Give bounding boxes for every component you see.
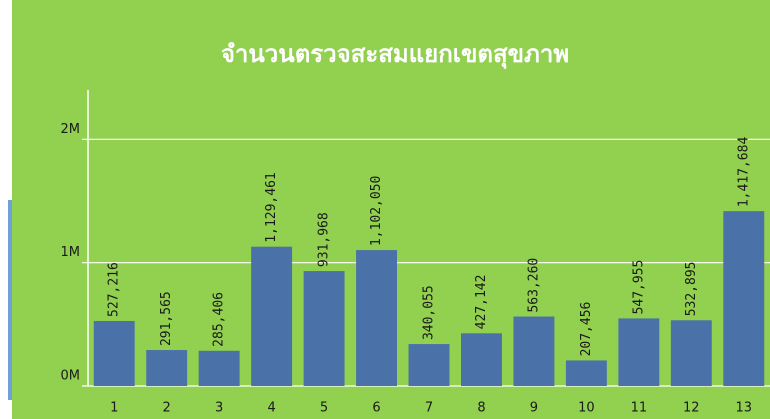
bar: [198, 350, 240, 386]
left-accent: [8, 200, 12, 400]
data-label: 532,895: [684, 261, 699, 316]
x-tick-label: 8: [477, 401, 485, 416]
y-tick-label: 0M: [61, 369, 81, 384]
x-tick-label: 1: [110, 401, 118, 416]
bar: [618, 318, 660, 386]
x-tick-label: 11: [631, 401, 648, 416]
x-tick-label: 5: [320, 401, 328, 416]
data-label: 291,565: [159, 291, 174, 346]
bar: [513, 316, 555, 386]
bar: [93, 320, 135, 386]
bar: [723, 211, 765, 386]
data-label: 207,456: [579, 302, 594, 357]
x-tick-label: 3: [215, 401, 223, 416]
y-tick-label: 1M: [61, 245, 81, 260]
x-tick-label: 6: [372, 401, 380, 416]
data-label: 547,955: [631, 260, 646, 315]
y-tick-label: 2M: [61, 122, 81, 137]
data-label: 563,260: [526, 258, 541, 313]
x-tick-label: 12: [683, 401, 700, 416]
data-label: 931,968: [317, 212, 332, 267]
data-label: 285,406: [212, 292, 227, 347]
data-label: 527,216: [107, 262, 122, 317]
bar: [303, 271, 345, 386]
bar: [356, 250, 397, 386]
x-tick-label: 7: [425, 401, 433, 416]
bar: [670, 320, 712, 386]
data-label: 1,102,050: [369, 176, 384, 246]
data-label: 1,129,461: [264, 172, 279, 242]
data-label: 340,055: [422, 285, 437, 340]
bar: [408, 344, 450, 386]
bar: [251, 246, 293, 386]
bar: [146, 350, 188, 386]
data-label: 427,142: [474, 275, 489, 330]
x-tick-label: 2: [163, 401, 171, 416]
x-tick-label: 10: [578, 401, 595, 416]
x-tick-label: 13: [735, 401, 752, 416]
x-tick-label: 4: [267, 401, 275, 416]
data-label: 1,417,684: [736, 137, 751, 208]
bar: [565, 360, 607, 386]
chart-title: จำนวนตรวจสะสมแยกเขตสุขภาพ: [221, 40, 569, 70]
bar: [461, 333, 502, 386]
x-tick-label: 9: [530, 401, 538, 416]
